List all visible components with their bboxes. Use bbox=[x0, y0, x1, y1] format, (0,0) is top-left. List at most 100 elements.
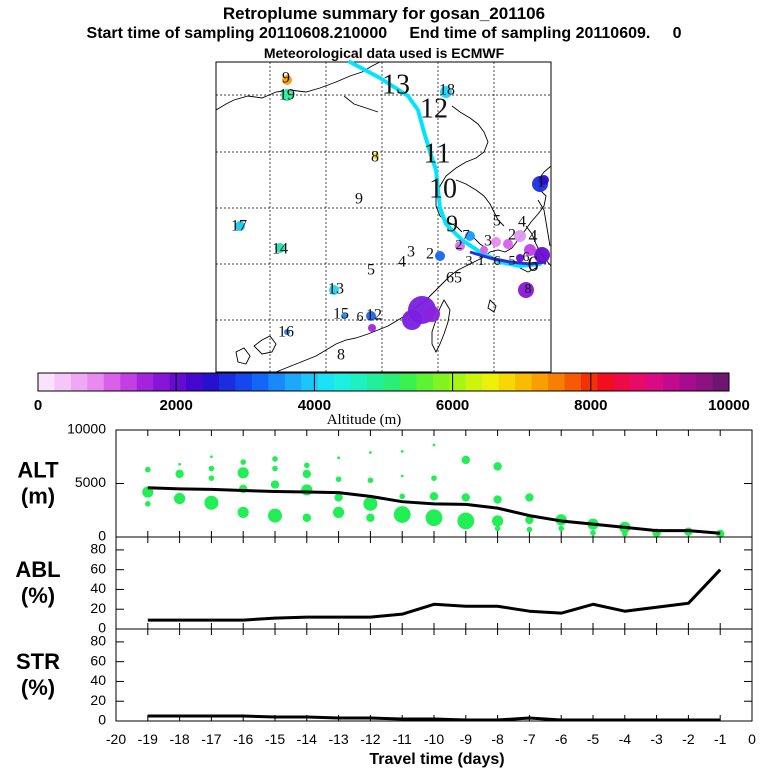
met-data-source: Meteorological data used is ECMWF bbox=[263, 45, 505, 61]
alt-scatter-point bbox=[301, 484, 313, 496]
x-tick-label: -9 bbox=[460, 731, 473, 747]
y-tick-label: 0 bbox=[98, 528, 106, 544]
colorbar-tick-label: 2000 bbox=[160, 397, 193, 414]
x-tick-label: -20 bbox=[106, 731, 126, 747]
alt-scatter-point bbox=[369, 451, 372, 454]
y-tick-label: 60 bbox=[90, 652, 106, 668]
day-label: 7 bbox=[463, 228, 470, 243]
colorbar-swatch bbox=[449, 373, 467, 391]
plume-marker bbox=[235, 221, 245, 231]
day-label: 15 bbox=[333, 306, 349, 323]
alt-scatter-point bbox=[145, 501, 151, 507]
alt-scatter-point bbox=[175, 469, 184, 479]
colorbar-swatch bbox=[498, 373, 516, 391]
coastline bbox=[343, 95, 379, 113]
alt-scatter-point bbox=[492, 515, 504, 527]
alt-scatter-point bbox=[210, 455, 213, 459]
x-tick-label: -6 bbox=[555, 731, 568, 747]
y-axis-label: ALT bbox=[17, 458, 59, 483]
day-label: 5 bbox=[493, 213, 501, 230]
plume-marker bbox=[516, 254, 524, 262]
y-tick-label: 80 bbox=[90, 633, 106, 649]
plume-marker bbox=[368, 324, 376, 332]
colorbar-swatch bbox=[465, 373, 483, 391]
map-frame bbox=[215, 61, 552, 373]
colorbar-swatch bbox=[531, 373, 549, 391]
alt-scatter-point bbox=[240, 459, 246, 465]
y-tick-label: 80 bbox=[90, 541, 106, 557]
colorbar-swatch bbox=[301, 373, 319, 391]
x-tick-label: -17 bbox=[201, 731, 221, 747]
alt-scatter-point bbox=[270, 480, 280, 489]
alt-scatter-point bbox=[363, 496, 378, 511]
colorbar-swatch bbox=[235, 373, 253, 391]
colorbar-swatch bbox=[153, 373, 171, 391]
alt-scatter-point bbox=[400, 474, 404, 478]
coastline bbox=[253, 335, 277, 355]
y-tick-label: 40 bbox=[90, 580, 106, 596]
abl-panel: 80 60 40 20 0 ABL(%) bbox=[15, 536, 753, 636]
day-label: 3 bbox=[484, 233, 492, 250]
colorbar-swatch bbox=[218, 373, 236, 391]
day-label: 19 bbox=[279, 87, 295, 104]
alt-scatter-point bbox=[204, 495, 219, 510]
colorbar-swatch bbox=[367, 373, 384, 391]
colorbar-swatch bbox=[696, 373, 714, 391]
series-line bbox=[147, 568, 722, 622]
day-label: 14 bbox=[272, 241, 288, 258]
coastline bbox=[487, 299, 497, 313]
series-line bbox=[147, 486, 721, 535]
colorbar-tick-label: 6000 bbox=[436, 397, 469, 414]
alt-scatter-point bbox=[208, 465, 215, 472]
alt-scatter-point bbox=[302, 513, 311, 522]
alt-scatter-point bbox=[174, 492, 186, 505]
day-label: 6 bbox=[523, 250, 530, 265]
alt-scatter-point bbox=[304, 462, 310, 469]
colorbar-swatch bbox=[268, 373, 286, 391]
alt-scatter-point bbox=[366, 513, 375, 522]
plume-marker bbox=[491, 237, 501, 247]
colorbar-swatch bbox=[663, 373, 681, 391]
day-label: 2 bbox=[508, 227, 516, 244]
alt-scatter-point bbox=[432, 443, 436, 447]
alt-scatter-point bbox=[558, 525, 564, 532]
plume-marker bbox=[455, 241, 465, 251]
y-tick-label: 60 bbox=[90, 560, 106, 576]
day-label: 6 bbox=[494, 254, 501, 269]
day-label: 8 bbox=[371, 149, 379, 166]
plume-marker bbox=[524, 244, 536, 256]
alt-panel: 10000 5000 0 ALT(m) bbox=[17, 421, 753, 544]
x-tick-label: -18 bbox=[169, 731, 189, 747]
plume-marker bbox=[282, 75, 292, 85]
alt-scatter-point bbox=[590, 529, 596, 536]
alt-scatter-point bbox=[525, 515, 534, 525]
x-tick-label: 0 bbox=[748, 731, 756, 747]
coastline bbox=[455, 179, 505, 227]
alt-scatter-point bbox=[272, 465, 278, 472]
x-tick-label: -11 bbox=[393, 731, 412, 747]
plume-marker bbox=[503, 239, 513, 249]
day-label: 11 bbox=[424, 138, 451, 169]
day-label: 5 bbox=[509, 254, 516, 269]
day-label: 9 bbox=[446, 212, 458, 238]
alt-scatter-point bbox=[494, 525, 501, 532]
colorbar-swatch bbox=[186, 373, 204, 391]
alt-scatter-point bbox=[302, 469, 311, 479]
y-tick-label: 20 bbox=[90, 692, 106, 708]
plume-marker bbox=[465, 231, 475, 241]
y-axis-unit: (%) bbox=[21, 675, 55, 700]
x-tick-label: -1 bbox=[714, 731, 727, 747]
colorbar-swatch bbox=[120, 373, 138, 391]
figure-title: Retroplume summary for gosan_201106 bbox=[222, 4, 546, 23]
alt-scatter-point bbox=[429, 492, 439, 501]
colorbar-swatch bbox=[350, 373, 368, 391]
day-label: 12 bbox=[420, 93, 448, 124]
alt-scatter-point bbox=[335, 476, 342, 483]
x-tick-label: -12 bbox=[360, 731, 380, 747]
colorbar-swatch bbox=[548, 373, 565, 391]
alt-scatter-point bbox=[268, 508, 282, 523]
alt-scatter-point bbox=[622, 530, 628, 537]
colorbar-swatch bbox=[70, 373, 88, 391]
y-axis-label: ABL bbox=[15, 557, 60, 582]
